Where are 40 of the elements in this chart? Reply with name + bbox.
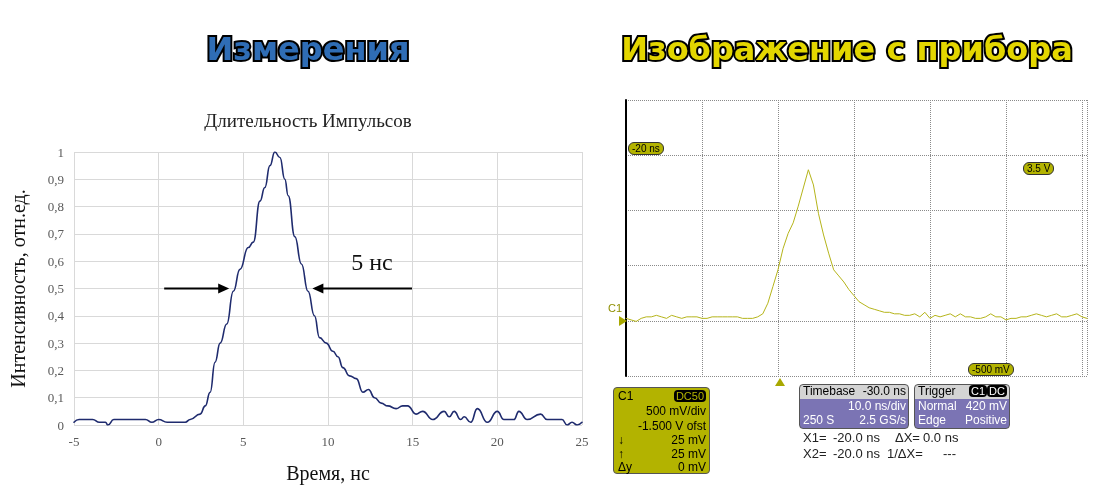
text: ΔX= bbox=[895, 430, 920, 445]
x-tick-label: 10 bbox=[321, 434, 335, 449]
text: -500 mV bbox=[968, 363, 1014, 376]
x-axis-title: Время, нс bbox=[286, 462, 370, 485]
text: -20 ns bbox=[628, 142, 664, 155]
text: X2= bbox=[803, 446, 827, 461]
text: -20.0 ns bbox=[833, 446, 880, 461]
text: X1= bbox=[803, 430, 827, 445]
y-tick-label: 0,4 bbox=[47, 308, 65, 324]
chart-title: Изображение с прибора bbox=[621, 30, 1073, 68]
line-series bbox=[73, 151, 583, 426]
y-tick-label: 0,1 bbox=[47, 390, 64, 406]
readout-panel: C1 DC50 500 mV/div -1.500 V ofst ↓ 25 mV ↑ 25 mV Δy 0 mV bbox=[613, 387, 710, 474]
y-tick-label: 0,5 bbox=[47, 281, 64, 296]
y-tick-label: 0,6 bbox=[47, 253, 65, 269]
x-tick-label: 15 bbox=[406, 434, 420, 449]
y-tick-label: 0,8 bbox=[47, 199, 64, 215]
readout-panel: Timebase -30.0 ns 10.0 ns/div 250 S 2.5 GS/s bbox=[799, 384, 909, 429]
text: --- bbox=[943, 446, 956, 461]
annotation: 5 нс bbox=[351, 249, 393, 275]
y-tick-label: 0,7 bbox=[47, 226, 65, 242]
x-tick-label: 5 bbox=[240, 434, 247, 449]
chart-subtitle: Длительность Импульсов bbox=[204, 110, 412, 131]
y-tick-label: 0 bbox=[57, 417, 64, 433]
text: 1/ΔX= bbox=[887, 446, 923, 461]
annotation: 3.5 V bbox=[1023, 162, 1055, 175]
y-tick-label: 0,2 bbox=[47, 362, 64, 378]
x-tick-label: 20 bbox=[490, 434, 504, 449]
y-tick-label: 0,3 bbox=[47, 335, 64, 351]
readout-panel: Trigger C1 DC Normal 420 mV Edge Positive bbox=[914, 384, 1010, 429]
x-tick-label: 25 bbox=[575, 434, 589, 449]
y-axis-title: Интенсивность, отн.ед. bbox=[7, 189, 30, 388]
text: 0.0 ns bbox=[923, 430, 959, 445]
x-tick-label: -5 bbox=[68, 434, 80, 449]
text: C1 bbox=[608, 302, 623, 315]
y-tick-label: 0,9 bbox=[47, 171, 64, 187]
text: -20.0 ns bbox=[833, 430, 880, 445]
y-tick-label: 1 bbox=[57, 144, 64, 160]
chart-title: Измерения bbox=[206, 30, 410, 68]
x-tick-label: 0 bbox=[155, 434, 162, 449]
